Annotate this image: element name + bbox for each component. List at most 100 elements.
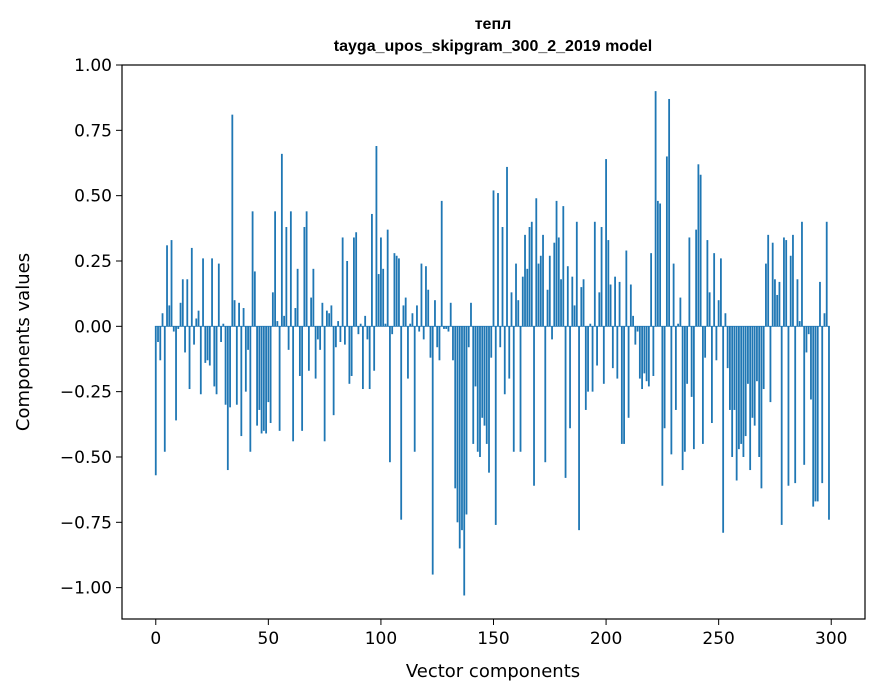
bar (422, 326, 425, 340)
bar (697, 164, 700, 327)
bar (298, 326, 301, 376)
bar (575, 221, 578, 327)
bar (206, 326, 209, 361)
bar (235, 326, 238, 405)
bar (202, 258, 204, 327)
bar (353, 237, 355, 327)
bar (598, 292, 601, 327)
bar (524, 234, 526, 327)
bar (267, 326, 270, 403)
bar (188, 326, 191, 390)
bar (226, 326, 229, 471)
bar (175, 326, 177, 421)
bar (280, 153, 283, 327)
bar (472, 326, 475, 444)
bar (573, 305, 576, 327)
bar (393, 253, 396, 327)
bar (724, 313, 727, 327)
bar (562, 206, 565, 327)
bar (679, 297, 682, 327)
y-tick-label: 0.75 (74, 121, 112, 141)
bar (499, 326, 502, 348)
bar (564, 326, 567, 478)
bar (510, 292, 513, 327)
bar (337, 321, 340, 327)
bar (580, 287, 583, 327)
bar (447, 326, 450, 332)
bar (517, 300, 520, 327)
bar (211, 258, 213, 327)
bar (483, 326, 486, 426)
bar (819, 281, 821, 327)
bar (429, 326, 432, 358)
bar (314, 326, 317, 379)
bar (170, 240, 173, 327)
x-tick-label: 50 (258, 629, 280, 649)
bar (792, 234, 794, 327)
bar (796, 279, 799, 327)
bar (341, 237, 344, 327)
bar (186, 279, 189, 327)
bar (539, 255, 542, 327)
bar (334, 326, 337, 348)
bar (589, 323, 592, 327)
bar (431, 326, 434, 575)
y-tick-label: 0.00 (74, 317, 112, 337)
bar (720, 258, 722, 327)
bar (166, 245, 168, 327)
bar (528, 227, 531, 327)
bar (199, 326, 202, 395)
bar (344, 326, 346, 345)
bar (461, 326, 463, 531)
bar (443, 326, 445, 329)
bar (663, 326, 666, 429)
bar (373, 326, 376, 371)
bar (546, 289, 549, 327)
bar (262, 326, 265, 431)
bar (695, 229, 698, 327)
bar (668, 98, 671, 327)
bar (602, 326, 605, 384)
bar (377, 274, 380, 327)
bar (497, 193, 499, 327)
bar (762, 326, 765, 390)
bar (413, 326, 416, 452)
x-axis-ticks: 0 50 100 150 200 250 300 (150, 619, 847, 649)
bar (474, 326, 477, 387)
bar (506, 166, 508, 327)
bar (731, 326, 734, 457)
bar (316, 326, 319, 340)
bar (161, 313, 164, 327)
bar (323, 326, 326, 442)
bar (438, 326, 441, 361)
bar (537, 263, 540, 327)
bar (265, 326, 267, 434)
bar (445, 326, 448, 329)
bar (708, 292, 711, 327)
bar (742, 326, 745, 457)
bar (672, 263, 675, 327)
bar (526, 268, 529, 327)
bar (256, 326, 258, 426)
bar (665, 156, 668, 327)
bar (618, 281, 621, 327)
bar (801, 221, 803, 327)
bar (357, 326, 360, 335)
bar (787, 326, 790, 486)
bar (706, 240, 709, 327)
bar (674, 326, 677, 410)
bar (810, 326, 812, 400)
bar (692, 326, 695, 450)
bar (769, 326, 772, 403)
x-tick-label: 200 (590, 629, 622, 649)
bar (623, 326, 625, 444)
bar (163, 326, 166, 452)
bar (215, 326, 218, 395)
bar (704, 326, 707, 358)
bar (542, 234, 544, 327)
bar (193, 326, 195, 345)
bar (609, 284, 612, 327)
bar (222, 323, 225, 327)
bar (828, 326, 830, 520)
